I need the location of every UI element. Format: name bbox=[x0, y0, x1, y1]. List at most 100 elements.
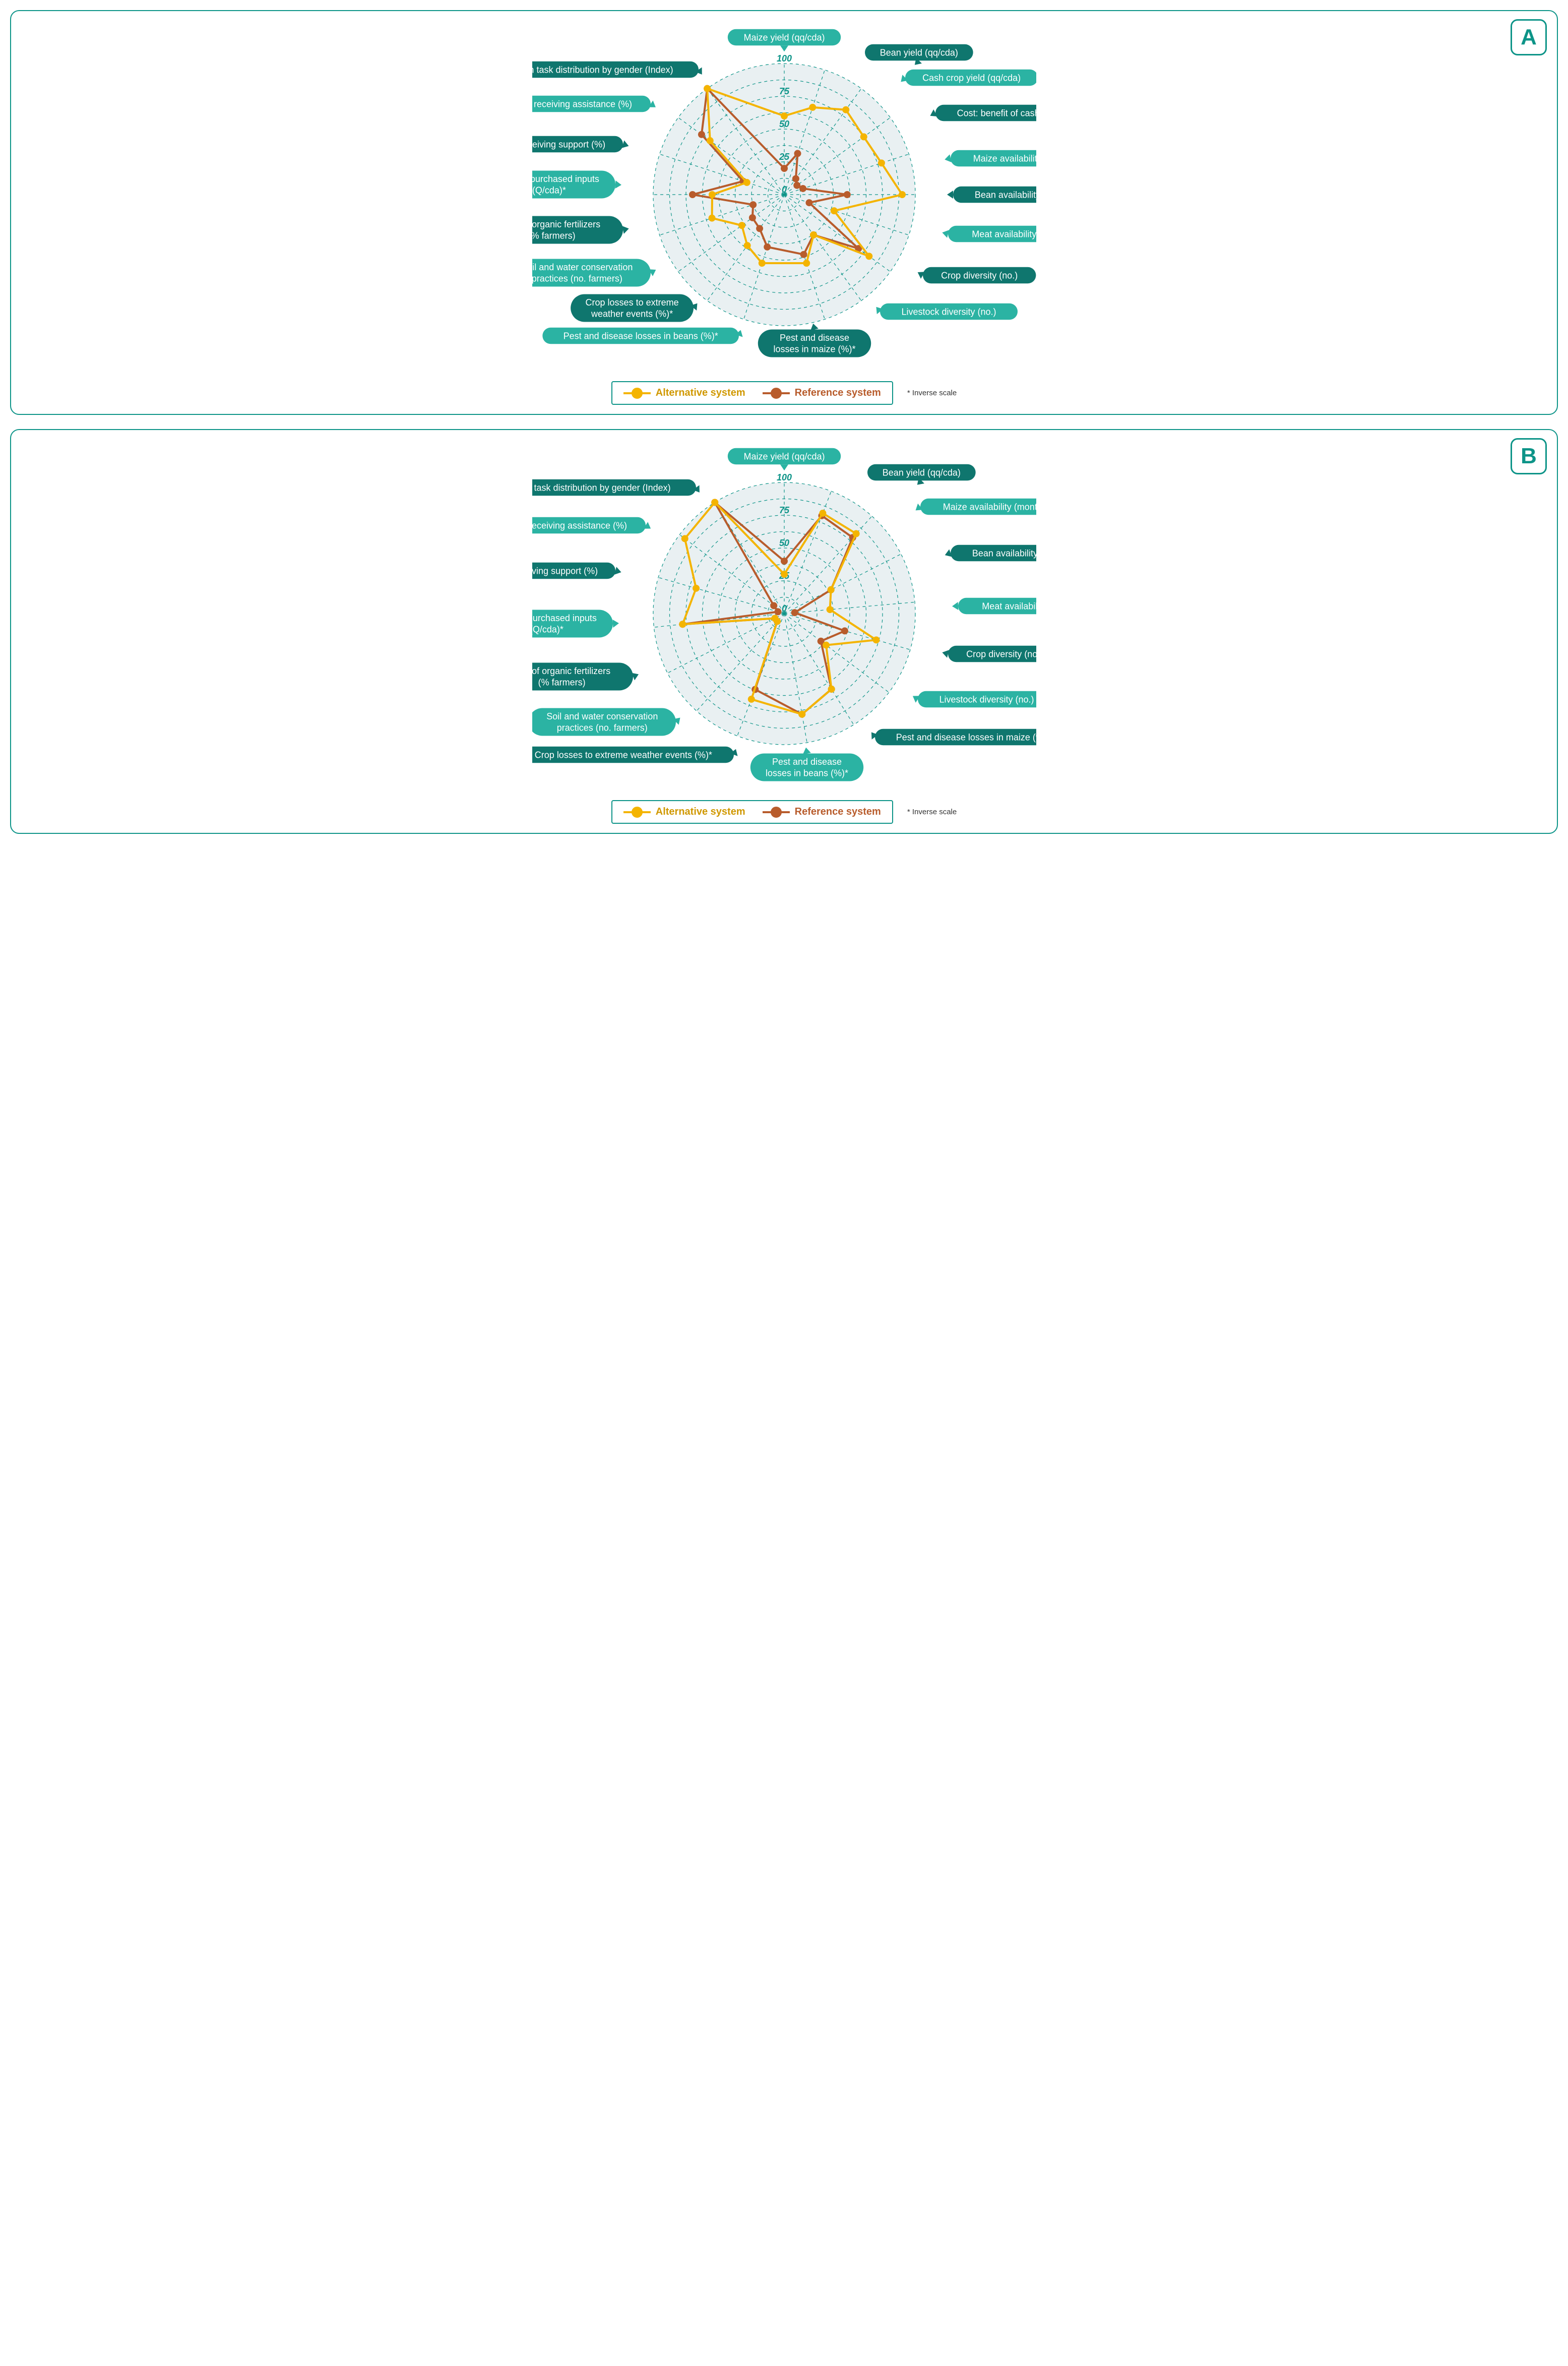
inverse-scale-note: * Inverse scale bbox=[907, 389, 957, 397]
series-marker-alternative bbox=[747, 696, 755, 703]
series-marker-alternative bbox=[828, 686, 835, 693]
ring-label: 100 bbox=[776, 53, 791, 64]
axis-label-pill: Bean yield (qq/cda) bbox=[867, 464, 976, 485]
radar-chart: 0255075100Maize yield (qq/cda)Bean yield… bbox=[532, 23, 1036, 376]
series-marker-alternative bbox=[810, 231, 817, 238]
series-marker-alternative bbox=[852, 530, 859, 537]
axis-label-text: Crop diversity (no.) bbox=[966, 649, 1036, 659]
axis-label-text: losses in maize (%)* bbox=[773, 344, 855, 354]
axis-label-pill: Farmers receiving assistance (%) bbox=[532, 96, 656, 112]
axis-label-text: weather events (%)* bbox=[591, 309, 673, 319]
series-marker-reference bbox=[791, 609, 798, 616]
axis-label-pill: Pest and disease losses in maize (%)* bbox=[871, 729, 1036, 746]
axis-label-text: (Q/cda)* bbox=[532, 625, 563, 635]
axis-label-pill: Pest and disease losses in beans (%)* bbox=[542, 328, 742, 344]
series-marker-alternative bbox=[798, 711, 805, 718]
axis-label-pill: Pest and diseaselosses in beans (%)* bbox=[750, 748, 863, 781]
axis-label-pill: Cost of purchased inputs(Q/cda)* bbox=[532, 610, 619, 638]
axis-label-text: Crop losses to extreme weather events (%… bbox=[534, 750, 712, 760]
axis-label-pill: Use of organic fertilizers(% farmers) bbox=[532, 663, 639, 691]
series-marker-reference bbox=[793, 182, 800, 189]
axis-label-text: Cash crop yield (qq/cda) bbox=[922, 73, 1021, 83]
series-marker-alternative bbox=[706, 137, 713, 144]
legend-item-reference: Reference system bbox=[763, 806, 881, 818]
axis-label-text: Bean availability (months/yr) bbox=[972, 548, 1036, 558]
series-marker-reference bbox=[794, 150, 801, 157]
series-marker-reference bbox=[689, 191, 696, 198]
axis-label-text: Farmers receiving assistance (%) bbox=[532, 520, 627, 530]
legend: Alternative system Reference system * In… bbox=[23, 800, 1545, 824]
axis-label-pill: Farm task distribution by gender (Index) bbox=[532, 479, 700, 496]
legend-inner: Alternative system Reference system bbox=[611, 800, 893, 824]
axis-label-text: Maize availability (months/yr) bbox=[943, 502, 1036, 512]
axis-label-text: Use of organic fertilizers bbox=[532, 219, 600, 229]
ring-label: 75 bbox=[779, 86, 789, 96]
legend-swatch-alternative bbox=[623, 811, 651, 813]
series-marker-reference bbox=[800, 251, 807, 258]
axis-label-text: Farmers receiving support (%) bbox=[532, 566, 598, 576]
axis-label-text: Maize yield (qq/cda) bbox=[743, 32, 825, 42]
panel: B0255075100Maize yield (qq/cda)Bean yiel… bbox=[10, 429, 1558, 834]
series-marker-reference bbox=[843, 191, 850, 198]
axis-label-text: Farm task distribution by gender (Index) bbox=[532, 482, 671, 493]
series-marker-alternative bbox=[899, 191, 906, 198]
legend-label-alternative: Alternative system bbox=[656, 806, 745, 818]
series-marker-alternative bbox=[842, 106, 849, 113]
legend-label-alternative: Alternative system bbox=[656, 387, 745, 399]
legend-inner: Alternative system Reference system bbox=[611, 381, 893, 405]
series-marker-alternative bbox=[771, 615, 778, 622]
legend-swatch-reference bbox=[763, 392, 790, 394]
series-marker-alternative bbox=[679, 621, 686, 628]
axis-label-pill: Cost: benefit of cash crops (%) bbox=[930, 105, 1036, 122]
axis-label-pill: Farmers receiving assistance (%) bbox=[532, 517, 651, 534]
series-marker-alternative bbox=[803, 260, 810, 267]
axis-label-pill: Soil and water conservationpractices (no… bbox=[532, 259, 656, 287]
series-marker-reference bbox=[756, 225, 763, 232]
series-marker-reference bbox=[805, 199, 812, 206]
axis-label-text: Pest and disease bbox=[779, 333, 849, 343]
axis-label-text: Maize availability (months/yr) bbox=[973, 153, 1036, 163]
legend-swatch-alternative bbox=[623, 392, 651, 394]
axis-label-pill: Crop losses to extreme weather events (%… bbox=[532, 747, 738, 763]
axis-label-pill: Maize availability (months/yr) bbox=[915, 499, 1036, 515]
series-marker-reference bbox=[764, 244, 771, 251]
series-marker-reference bbox=[698, 131, 705, 138]
panel: A0255075100Maize yield (qq/cda)Bean yiel… bbox=[10, 10, 1558, 415]
axis-label-text: Crop losses to extreme bbox=[585, 297, 678, 308]
axis-label-text: Pest and disease losses in beans (%)* bbox=[563, 331, 718, 341]
legend-item-reference: Reference system bbox=[763, 387, 881, 399]
axis-label-text: practices (no. farmers) bbox=[556, 723, 647, 733]
series-marker-alternative bbox=[758, 260, 765, 267]
radar-chart: 0255075100Maize yield (qq/cda)Bean yield… bbox=[532, 442, 1036, 795]
axis-label-text: Cost of purchased inputs bbox=[532, 174, 599, 184]
ring-label: 0 bbox=[781, 185, 786, 195]
ring-label: 100 bbox=[776, 472, 791, 482]
series-marker-alternative bbox=[860, 133, 867, 140]
axis-label-pill: Cash crop yield (qq/cda) bbox=[901, 70, 1036, 86]
series-marker-alternative bbox=[830, 207, 837, 214]
series-marker-alternative bbox=[809, 104, 816, 111]
series-marker-reference bbox=[841, 627, 848, 634]
axis-label-text: Meat availability (animals/yr) bbox=[982, 601, 1036, 611]
series-marker-alternative bbox=[681, 535, 688, 542]
axis-label-text: Farmers receiving support (%) bbox=[532, 139, 605, 149]
axis-label-text: practices (no. farmers) bbox=[532, 274, 622, 284]
legend-item-alternative: Alternative system bbox=[623, 387, 745, 399]
series-marker-alternative bbox=[827, 586, 834, 593]
legend-label-reference: Reference system bbox=[795, 806, 881, 818]
axis-label-text: Use of organic fertilizers bbox=[532, 666, 610, 676]
series-marker-alternative bbox=[865, 253, 872, 260]
series-marker-alternative bbox=[704, 85, 711, 92]
legend: Alternative system Reference system * In… bbox=[23, 381, 1545, 405]
axis-label-text: Meat availability (animals/yr) bbox=[972, 229, 1036, 239]
axis-label-pill: Crop losses to extremeweather events (%)… bbox=[571, 294, 697, 322]
series-marker-alternative bbox=[693, 585, 700, 592]
axis-label-pill: Soil and water conservation practices (no… bbox=[532, 708, 680, 736]
axis-label-text: Soil and water conservation bbox=[546, 711, 658, 721]
axis-label-pill: Livestock diversity (no.) bbox=[912, 691, 1036, 708]
series-marker-reference bbox=[774, 608, 781, 615]
series-marker-reference bbox=[748, 214, 756, 221]
series-marker-alternative bbox=[743, 242, 750, 249]
series-marker-alternative bbox=[781, 112, 788, 119]
axis-label-text: Bean yield (qq/cda) bbox=[882, 467, 960, 477]
